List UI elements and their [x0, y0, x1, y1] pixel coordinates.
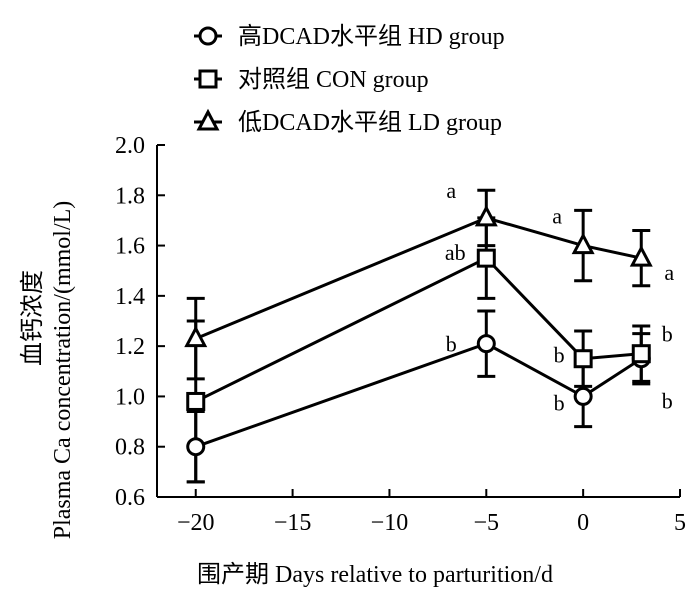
- point-triangle: [571, 232, 595, 255]
- y-tick-label: 0.6: [115, 485, 145, 511]
- legend-label: 高DCAD水平组 HD group: [238, 23, 505, 50]
- x-tick-label: −10: [371, 510, 409, 536]
- y-axis-ticks: 0.6 0.8 1.0 1.2 1.4 1.6 1.8 2.0: [115, 133, 165, 511]
- point-circle: [476, 334, 496, 354]
- series-line: [195, 216, 642, 340]
- point-square: [476, 248, 496, 268]
- significance-label: b: [554, 390, 565, 415]
- significance-label: b: [446, 332, 457, 357]
- markers-square: [186, 248, 651, 411]
- series-line: [195, 341, 643, 449]
- x-tick-label: −5: [474, 510, 500, 536]
- significance-label: b: [554, 343, 565, 368]
- legend-item-square: 对照组 CON group: [194, 66, 429, 93]
- significance-label: b: [662, 389, 673, 414]
- series-triangle: [186, 188, 651, 381]
- significance-label: b: [662, 322, 673, 347]
- significance-label: a: [664, 260, 674, 285]
- y-tick-label: 0.8: [115, 435, 145, 461]
- y-axis-title-chinese: 血钙浓度: [19, 270, 46, 366]
- y-tick-label: 1.6: [115, 234, 145, 260]
- point-triangle: [196, 108, 220, 131]
- x-axis-title: 围产期 Days relative to parturition/d: [197, 561, 553, 588]
- point-triangle: [474, 204, 498, 227]
- point-circle: [186, 437, 206, 457]
- point-circle: [573, 386, 593, 406]
- legend-item-circle: 高DCAD水平组 HD group: [194, 23, 505, 50]
- markers-triangle: [184, 204, 653, 348]
- point-triangle: [184, 325, 208, 348]
- point-square: [198, 69, 218, 89]
- point-circle: [198, 26, 218, 46]
- x-tick-label: −15: [274, 510, 312, 536]
- x-tick-label: 5: [674, 510, 686, 536]
- x-tick-label: −20: [177, 510, 215, 536]
- y-tick-label: 1.8: [115, 183, 145, 209]
- point-square: [573, 349, 593, 369]
- legend-label: 对照组 CON group: [238, 66, 429, 93]
- y-axis-title-english: Plasma Ca concentration/(mmol/L): [50, 201, 76, 540]
- significance-label: a: [552, 204, 562, 229]
- y-tick-label: 1.4: [115, 284, 145, 310]
- legend-label: 低DCAD水平组 LD group: [238, 109, 502, 136]
- y-tick-label: 2.0: [115, 133, 145, 159]
- data-series: [184, 188, 653, 484]
- x-tick-label: 0: [577, 510, 589, 536]
- point-square: [631, 344, 651, 364]
- y-tick-label: 1.0: [115, 384, 145, 410]
- y-axis-title: 血钙浓度 Plasma Ca concentration/(mmol/L): [19, 201, 76, 540]
- significance-label: a: [446, 178, 456, 203]
- x-axis-ticks: −20 −15 −10 −5 0 5: [177, 489, 686, 536]
- axes: −20 −15 −10 −5 0 5 0.6 0.8 1.0 1.2 1.4 1.6 1.8 2.0: [115, 133, 686, 536]
- legend-item-triangle: 低DCAD水平组 LD group: [194, 108, 502, 136]
- legend: 高DCAD水平组 HD group 对照组 CON group 低DCAD水平组 L…: [194, 23, 505, 136]
- point-triangle: [629, 244, 653, 267]
- series-line: [195, 256, 642, 403]
- point-square: [186, 391, 206, 411]
- y-tick-label: 1.2: [115, 334, 145, 360]
- significance-label: ab: [445, 240, 466, 265]
